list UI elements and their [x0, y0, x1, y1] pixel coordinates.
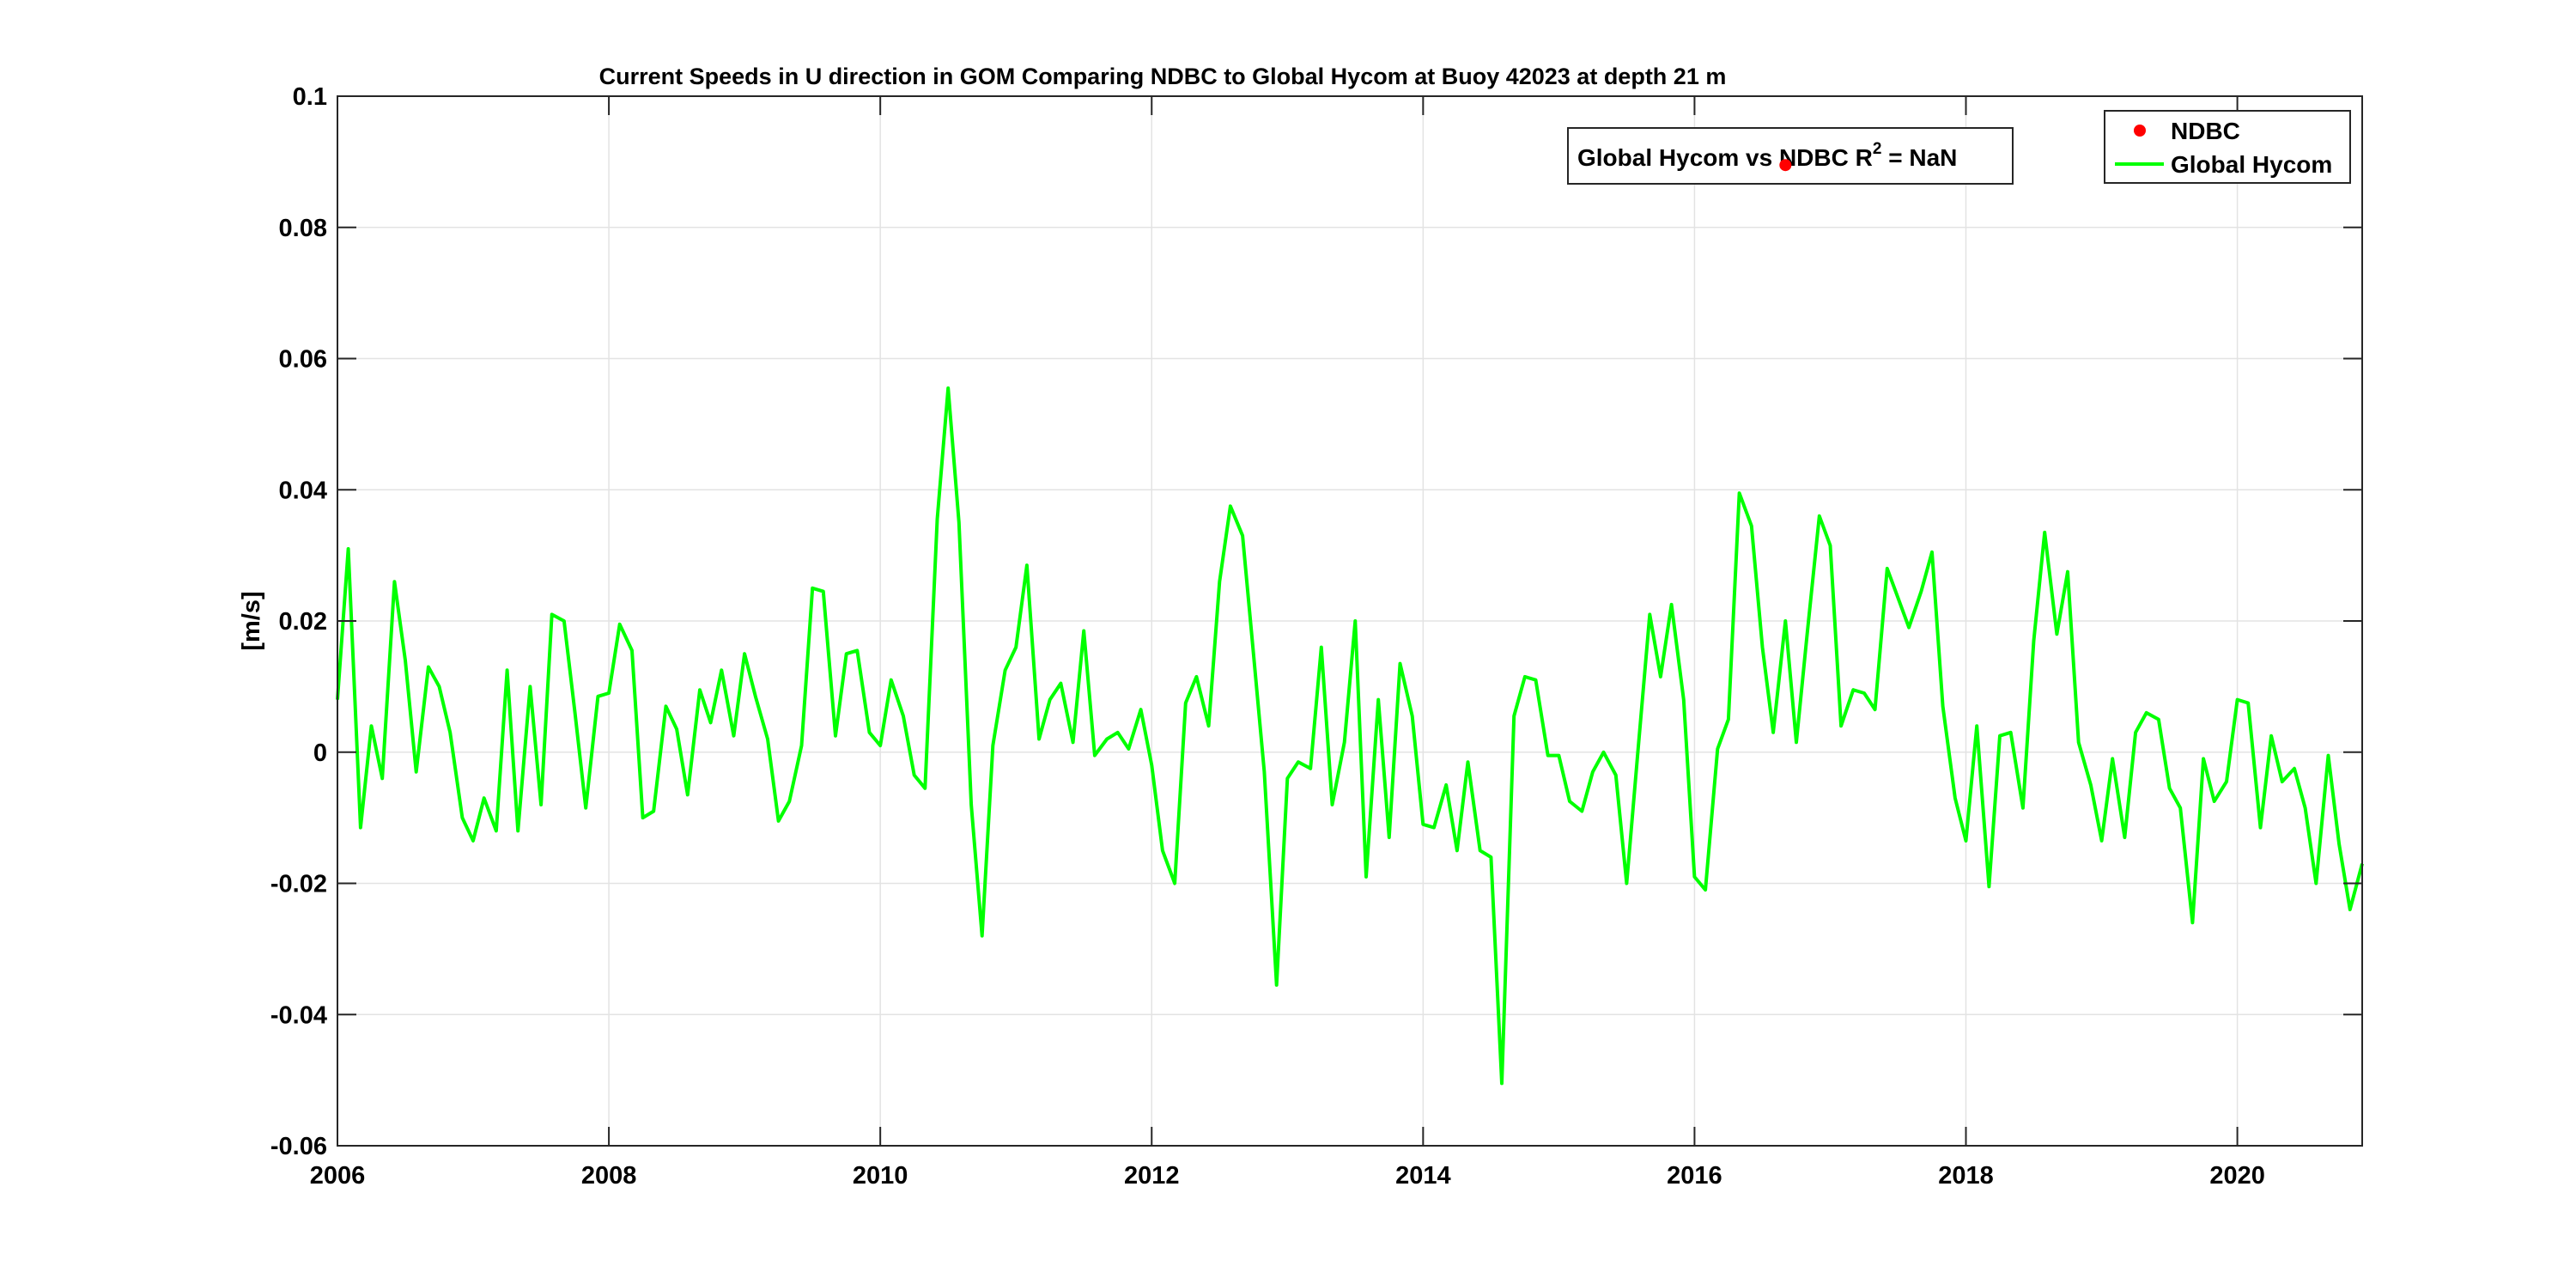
r-squared-annotation: Global Hycom vs NDBC R2 = NaN	[1567, 127, 2014, 185]
annotation-box	[1567, 127, 2014, 185]
legend-ndbc-label: NDBC	[2171, 118, 2240, 144]
plot-area	[336, 95, 2364, 1147]
legend: NDBC Global Hycom	[2104, 110, 2351, 184]
x-tick-label: 2016	[1667, 1162, 1722, 1190]
x-tick-label: 2018	[1938, 1162, 1994, 1190]
y-axis-label: [m/s]	[238, 591, 265, 650]
y-tick-label: 0.04	[279, 477, 327, 504]
annotation-label: Global Hycom vs NDBC R	[1577, 144, 1873, 171]
y-tick-label: 0	[313, 739, 327, 767]
x-tick-label: 2010	[853, 1162, 908, 1190]
x-tick-label: 2020	[2209, 1162, 2265, 1190]
y-tick-label: 0.08	[279, 215, 327, 242]
annotation-suffix: = NaN	[1881, 144, 1957, 171]
y-axis: 0.1 0.08 0.06 0.04 0.02 0 -0.02 -0.04 -0.06	[270, 83, 327, 1160]
y-tick-label: 0.1	[293, 83, 327, 111]
annotation-text: Global Hycom vs NDBC R2 = NaN	[1577, 140, 1957, 171]
y-tick-label: 0.06	[279, 346, 327, 374]
x-tick-label: 2006	[310, 1162, 366, 1190]
ndbc-series-layer	[1779, 159, 1792, 172]
x-tick-label: 2012	[1124, 1162, 1180, 1190]
series-line-global-hycom	[336, 386, 2364, 1086]
legend-box	[2104, 110, 2351, 184]
legend-ndbc-marker	[2134, 125, 2146, 137]
y-tick-label: 0.02	[279, 608, 327, 636]
y-tick-label: -0.04	[270, 1001, 327, 1029]
series-layer	[336, 386, 2364, 1086]
y-tick-label: -0.06	[270, 1133, 327, 1160]
legend-hycom-label: Global Hycom	[2171, 151, 2332, 178]
tick-marks	[337, 95, 2362, 1147]
ndbc-data-point	[1779, 159, 1792, 172]
x-axis: 2006 2008 2010 2012 2014 2016 2018 2020	[310, 1162, 2265, 1190]
y-tick-label: -0.02	[270, 871, 327, 898]
annotation-superscript: 2	[1873, 140, 1882, 158]
x-tick-label: 2014	[1395, 1162, 1451, 1190]
chart-title: Current Speeds in U direction in GOM Com…	[599, 64, 1727, 89]
x-tick-label: 2008	[581, 1162, 637, 1190]
